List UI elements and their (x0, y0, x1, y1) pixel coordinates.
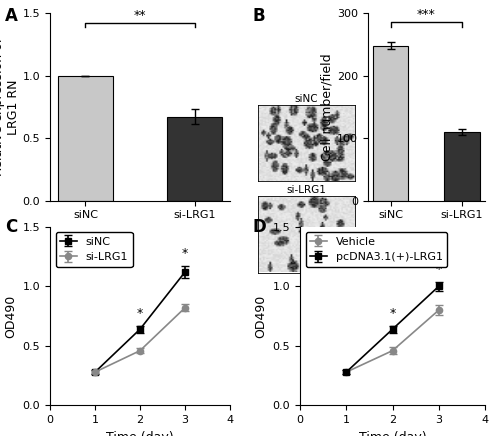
Text: D: D (252, 218, 266, 236)
Legend: Vehicle, pcDNA3.1(+)-LRG1: Vehicle, pcDNA3.1(+)-LRG1 (306, 232, 447, 267)
Title: si-LRG1: si-LRG1 (286, 185, 326, 195)
Text: *: * (137, 307, 143, 320)
Text: *: * (436, 262, 442, 276)
X-axis label: Time (day): Time (day) (358, 431, 426, 436)
Text: C: C (5, 218, 17, 236)
Y-axis label: Cell number/field: Cell number/field (321, 53, 334, 160)
Bar (58, 75, 112, 201)
Text: B: B (252, 7, 265, 24)
Text: **: ** (134, 9, 146, 22)
X-axis label: Time (day): Time (day) (106, 431, 174, 436)
Text: ***: *** (417, 8, 436, 21)
Text: A: A (5, 7, 18, 24)
Bar (373, 46, 408, 201)
Y-axis label: OD490: OD490 (4, 294, 17, 338)
Bar (168, 117, 222, 201)
Legend: siNC, si-LRG1: siNC, si-LRG1 (56, 232, 132, 267)
Y-axis label: OD490: OD490 (254, 294, 267, 338)
Text: *: * (390, 307, 396, 320)
Y-axis label: Relative expression of
LRG1 RN: Relative expression of LRG1 RN (0, 37, 20, 176)
Bar (444, 132, 480, 201)
Title: siNC: siNC (294, 94, 318, 104)
Text: *: * (182, 247, 188, 260)
